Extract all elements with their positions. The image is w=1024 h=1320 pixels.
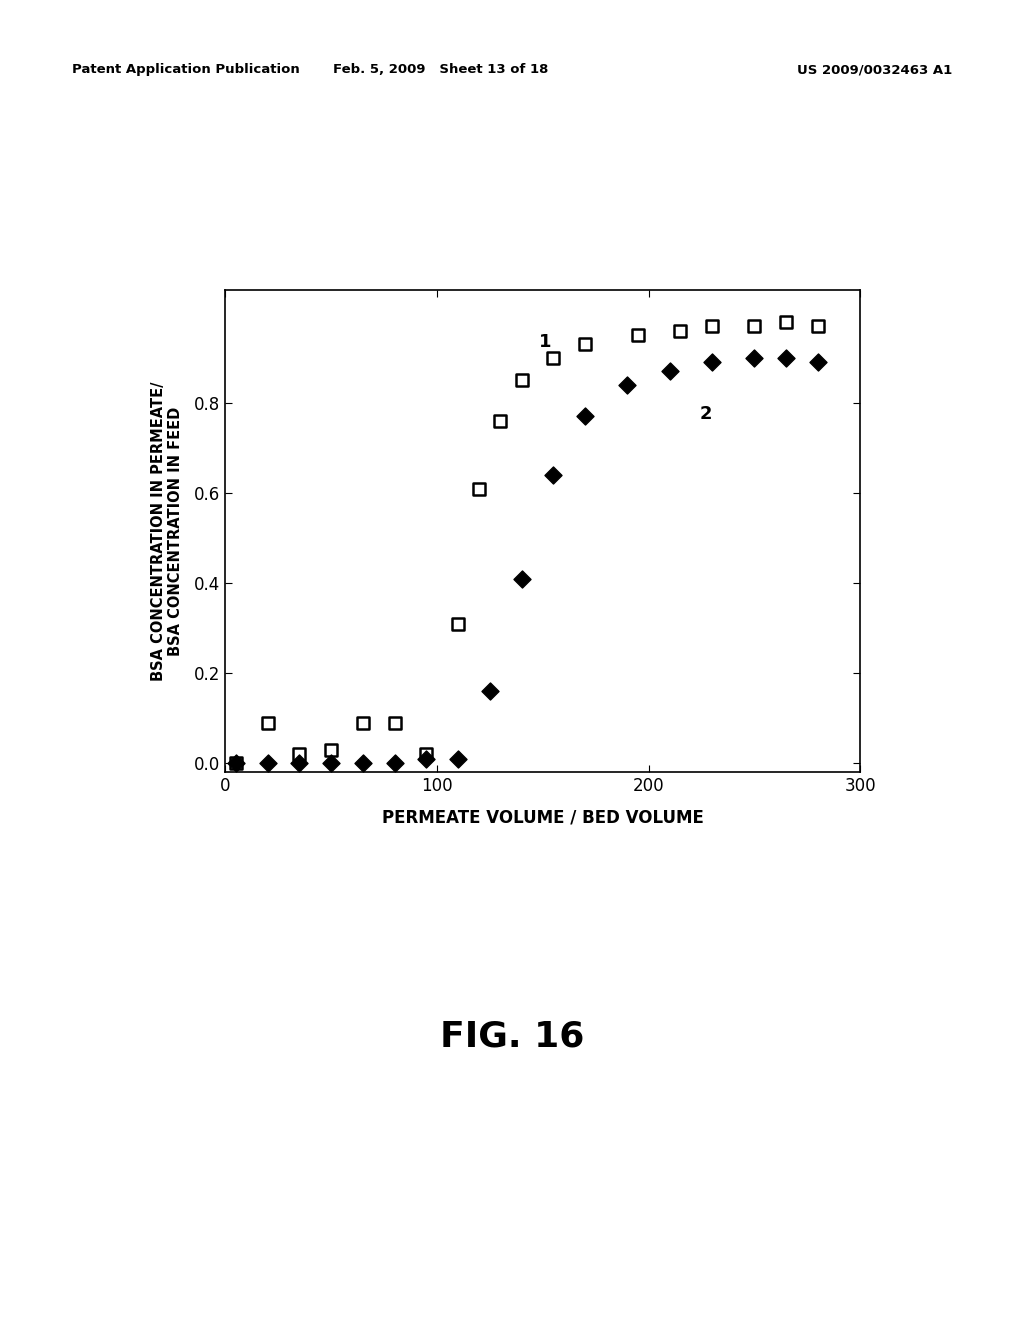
Point [354, 711, 371, 733]
Point [291, 743, 307, 764]
Point [810, 315, 826, 337]
Text: FIG. 16: FIG. 16 [440, 1019, 584, 1053]
Point [630, 325, 646, 346]
Point [227, 752, 244, 774]
Point [577, 407, 593, 428]
Point [545, 465, 561, 486]
Text: US 2009/0032463 A1: US 2009/0032463 A1 [797, 63, 952, 77]
Point [746, 347, 763, 368]
Point [471, 478, 487, 499]
Point [227, 752, 244, 774]
Point [810, 352, 826, 374]
Point [450, 612, 466, 634]
Text: 2: 2 [699, 405, 712, 424]
Point [703, 315, 720, 337]
Point [291, 752, 307, 774]
Point [620, 375, 636, 396]
Point [513, 370, 529, 391]
Point [386, 752, 402, 774]
Y-axis label: BSA CONCENTRATION IN PERMEATE/
BSA CONCENTRATION IN FEED: BSA CONCENTRATION IN PERMEATE/ BSA CONCE… [151, 381, 183, 681]
Point [323, 739, 339, 760]
Point [746, 315, 763, 337]
Point [672, 321, 688, 342]
Point [323, 752, 339, 774]
X-axis label: PERMEATE VOLUME / BED VOLUME: PERMEATE VOLUME / BED VOLUME [382, 809, 703, 826]
Point [513, 568, 529, 589]
Point [703, 352, 720, 374]
Point [450, 748, 466, 770]
Point [662, 360, 678, 381]
Point [259, 711, 275, 733]
Point [577, 334, 593, 355]
Point [545, 347, 561, 368]
Text: Feb. 5, 2009   Sheet 13 of 18: Feb. 5, 2009 Sheet 13 of 18 [333, 63, 548, 77]
Point [418, 743, 434, 764]
Point [418, 748, 434, 770]
Point [778, 347, 795, 368]
Text: 1: 1 [539, 333, 551, 351]
Point [386, 711, 402, 733]
Point [481, 681, 498, 702]
Text: Patent Application Publication: Patent Application Publication [72, 63, 299, 77]
Point [354, 752, 371, 774]
Point [778, 312, 795, 333]
Point [259, 752, 275, 774]
Point [493, 411, 509, 432]
